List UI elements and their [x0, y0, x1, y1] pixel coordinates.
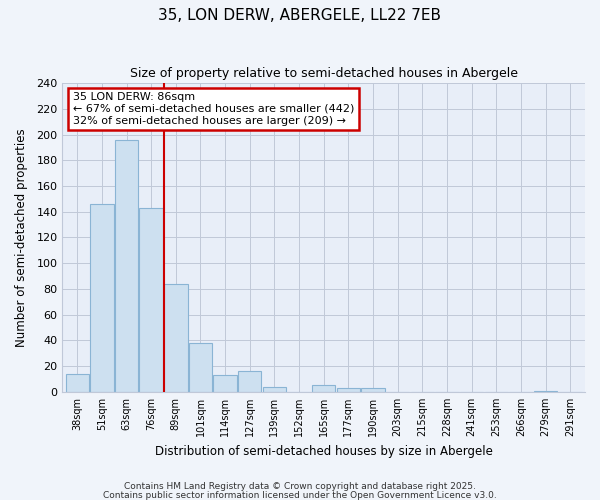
Bar	[164, 284, 188, 392]
Text: 35 LON DERW: 86sqm
← 67% of semi-detached houses are smaller (442)
32% of semi-d: 35 LON DERW: 86sqm ← 67% of semi-detache…	[73, 92, 354, 126]
X-axis label: Distribution of semi-detached houses by size in Abergele: Distribution of semi-detached houses by …	[155, 444, 493, 458]
Bar	[238, 372, 262, 392]
Bar	[312, 386, 335, 392]
Bar	[90, 204, 113, 392]
Bar	[337, 388, 360, 392]
Text: Contains HM Land Registry data © Crown copyright and database right 2025.: Contains HM Land Registry data © Crown c…	[124, 482, 476, 491]
Title: Size of property relative to semi-detached houses in Abergele: Size of property relative to semi-detach…	[130, 68, 518, 80]
Bar	[115, 140, 138, 392]
Bar	[263, 387, 286, 392]
Bar	[189, 343, 212, 392]
Text: Contains public sector information licensed under the Open Government Licence v3: Contains public sector information licen…	[103, 490, 497, 500]
Text: 35, LON DERW, ABERGELE, LL22 7EB: 35, LON DERW, ABERGELE, LL22 7EB	[158, 8, 442, 22]
Bar	[534, 390, 557, 392]
Bar	[361, 388, 385, 392]
Bar	[65, 374, 89, 392]
Bar	[214, 375, 237, 392]
Bar	[139, 208, 163, 392]
Y-axis label: Number of semi-detached properties: Number of semi-detached properties	[15, 128, 28, 347]
